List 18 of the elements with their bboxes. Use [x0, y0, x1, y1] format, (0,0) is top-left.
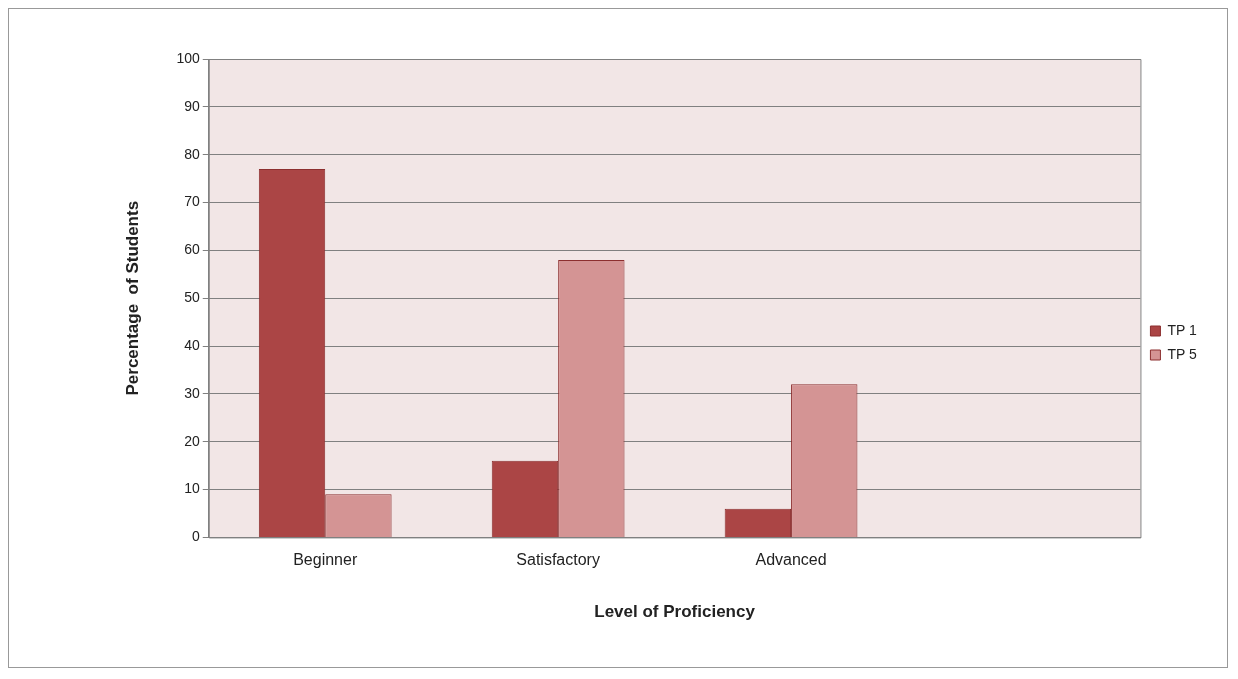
y-tick-label: 10	[184, 480, 200, 497]
x-tick-label: Advanced	[755, 551, 827, 569]
y-tick-label: 70	[184, 193, 200, 210]
y-axis-title: Percentage of Students	[122, 200, 142, 396]
y-tick-label: 60	[184, 241, 200, 258]
y-tick-label: 90	[184, 97, 200, 114]
legend-label: TP 5	[1167, 345, 1197, 362]
x-tick-label: Satisfactory	[516, 551, 600, 569]
y-tick-label: 30	[184, 384, 200, 401]
y-tick-label: 40	[184, 336, 200, 353]
x-tick-label: Beginner	[293, 551, 358, 569]
x-axis-title: Level of Proficiency	[594, 602, 756, 622]
y-tick-label: 50	[184, 289, 200, 306]
y-tick-label: 20	[184, 432, 200, 449]
y-tick-label: 0	[191, 528, 200, 545]
y-tick-label: 80	[184, 145, 200, 162]
y-tick-label: 100	[176, 49, 200, 66]
legend-label: TP 1	[1167, 321, 1197, 338]
